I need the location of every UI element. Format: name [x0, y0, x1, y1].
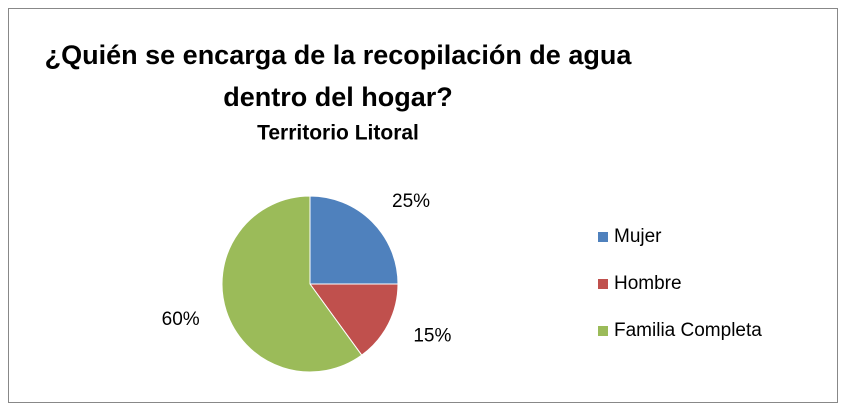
pie-slice — [309, 195, 399, 285]
chart-subtitle: Territorio Litoral — [257, 122, 419, 145]
chart-title: ¿Quién se encarga de la recopilación de … — [45, 40, 633, 70]
legend-swatch — [598, 326, 608, 336]
legend-label: Mujer — [614, 226, 662, 247]
data-label: 60% — [162, 309, 200, 330]
pie-slice — [309, 283, 399, 356]
legend-label: Familia Completa — [614, 320, 762, 341]
chart-frame — [8, 8, 838, 403]
pie-slice — [221, 195, 363, 373]
chart-title: dentro del hogar? — [223, 82, 453, 112]
data-label: 15% — [413, 326, 451, 347]
legend-label: Hombre — [614, 273, 682, 294]
data-label: 25% — [392, 191, 430, 212]
legend-swatch — [598, 279, 608, 289]
legend-swatch — [598, 232, 608, 242]
